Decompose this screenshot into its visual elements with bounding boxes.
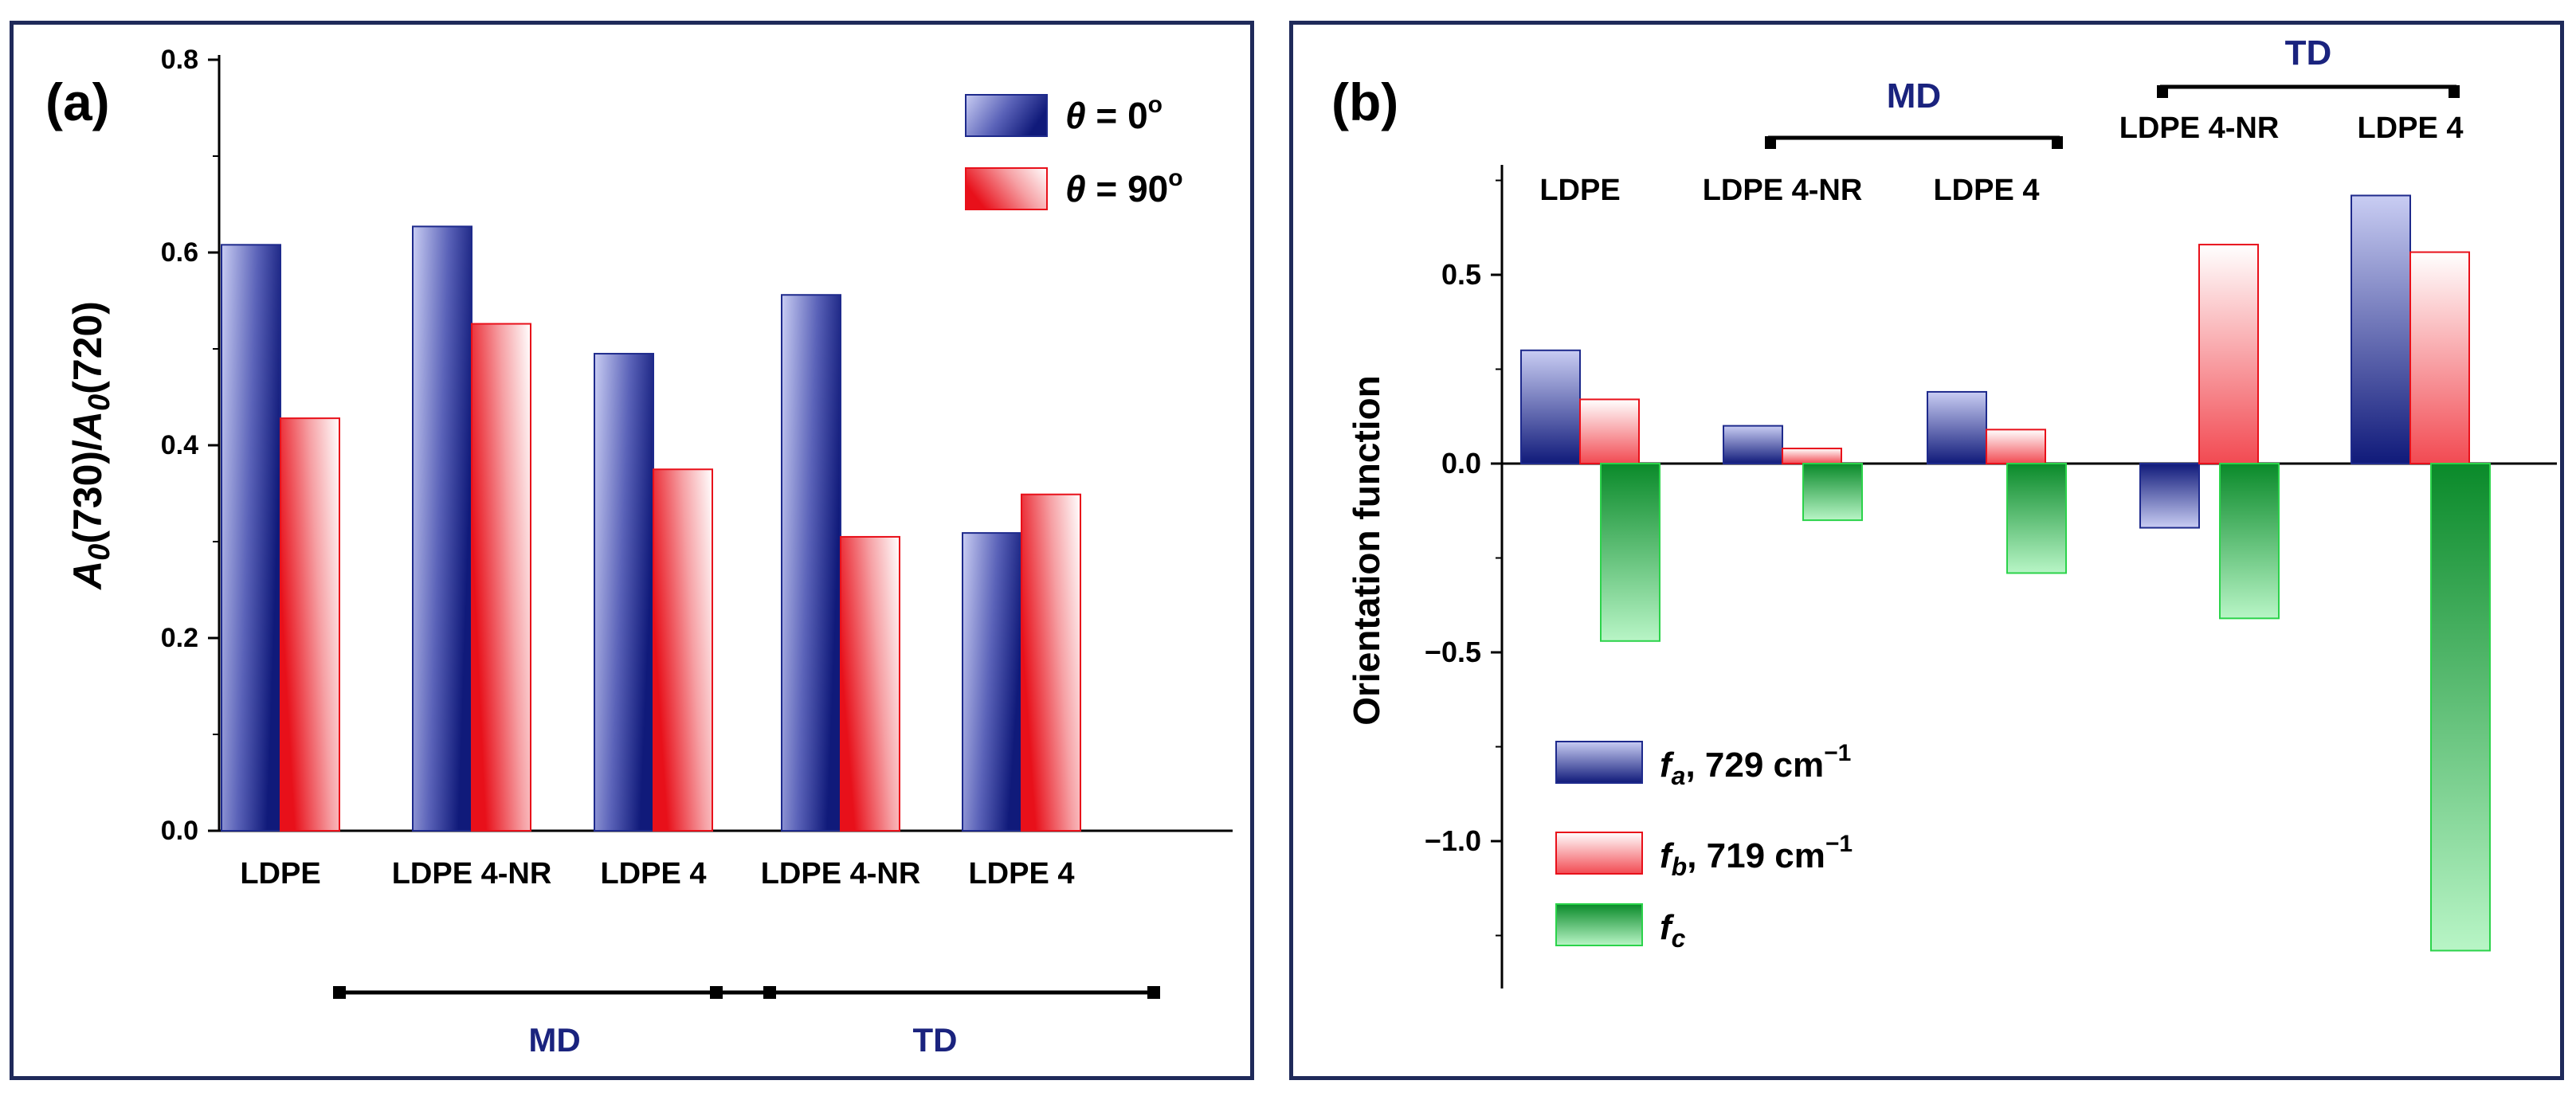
x-tick-label-b: LDPE 4-NR bbox=[2119, 112, 2280, 145]
chart-a: (a) 0.0 0.2 0.4 0.6 0.8 A0(730)/A0(720) LDPE LD… bbox=[45, 45, 1233, 1059]
bar-b-s2-c1 bbox=[1802, 463, 1863, 522]
panel-label-b: (b) bbox=[1331, 72, 1398, 131]
x-tick-label-b: LDPE bbox=[1539, 174, 1620, 207]
bar-b-s2-c3 bbox=[2219, 463, 2280, 620]
legend-label-b-2: fc bbox=[1660, 908, 1686, 953]
bar-b-s1-c2 bbox=[1986, 429, 2046, 464]
y-tick-label-a: 0.4 bbox=[161, 430, 198, 460]
y-tick-label-b: −0.5 bbox=[1425, 636, 1481, 668]
bar-b-s1-c4 bbox=[2409, 251, 2470, 464]
y-tick-label-a: 0.6 bbox=[161, 237, 198, 268]
y-tick-label-a: 0.2 bbox=[161, 623, 198, 653]
bar-a-s0-c0 bbox=[221, 244, 281, 832]
group-label-a-1: TD bbox=[913, 1021, 958, 1059]
group-bracket-end-a bbox=[1147, 986, 1160, 999]
bar-b-s0-c0 bbox=[1520, 349, 1581, 464]
legend-swatch-a-1 bbox=[965, 167, 1048, 210]
y-tick-label-b: 0.5 bbox=[1441, 258, 1481, 291]
y-tick-label-b: 0.0 bbox=[1441, 447, 1481, 480]
bar-b-s2-c2 bbox=[2006, 463, 2067, 574]
group-label-b-1: TD bbox=[2285, 33, 2332, 72]
panel-label-a: (a) bbox=[45, 72, 110, 131]
bar-b-s2-c0 bbox=[1600, 463, 1660, 642]
legend-swatch-b-1 bbox=[1555, 832, 1643, 875]
group-bracket-end-b bbox=[2449, 85, 2460, 98]
y-tick-label-a: 0.8 bbox=[161, 45, 198, 75]
legend-swatch-b-2 bbox=[1555, 903, 1643, 946]
bar-a-s0-c3 bbox=[781, 294, 841, 832]
bar-a-s0-c1 bbox=[412, 225, 472, 832]
bar-a-s1-c1 bbox=[471, 323, 531, 832]
bar-b-s1-c0 bbox=[1579, 398, 1640, 465]
bar-b-s0-c1 bbox=[1723, 425, 1783, 465]
panel-b: (b) −1.0 −0.5 0.0 0.5 Orientation function LD… bbox=[1289, 21, 2564, 1080]
x-tick-label-a: LDPE 4 bbox=[600, 857, 706, 891]
x-tick-label-b: LDPE 4 bbox=[1933, 174, 2039, 207]
legend-swatch-b-0 bbox=[1555, 741, 1643, 784]
bar-a-s1-c0 bbox=[280, 417, 340, 832]
x-tick-label-a: LDPE 4-NR bbox=[761, 857, 921, 891]
bar-b-s2-c4 bbox=[2430, 463, 2491, 952]
group-bracket-end-b bbox=[2157, 85, 2168, 98]
legend-label-a-1: θ = 90o bbox=[1065, 165, 1183, 209]
group-label-b-0: MD bbox=[1887, 76, 1941, 115]
group-bracket-end-b bbox=[2052, 136, 2063, 149]
chart-b: (b) −1.0 −0.5 0.0 0.5 Orientation function LD… bbox=[1331, 33, 2557, 988]
bar-a-s0-c4 bbox=[962, 532, 1022, 832]
x-tick-label-a: LDPE 4 bbox=[968, 857, 1074, 891]
bar-b-s0-c2 bbox=[1927, 390, 1987, 464]
bar-a-s1-c4 bbox=[1021, 493, 1081, 832]
legend-swatch-a-0 bbox=[965, 94, 1048, 137]
legend-label-b-1: fb, 719 cm−1 bbox=[1660, 831, 1853, 881]
x-tick-label-a: LDPE bbox=[240, 857, 320, 891]
y-axis-label-b: Orientation function bbox=[1346, 375, 1387, 726]
group-label-a-0: MD bbox=[528, 1021, 580, 1059]
bar-a-s1-c2 bbox=[653, 468, 713, 832]
y-axis-label-a: A0(730)/A0(720) bbox=[65, 301, 116, 591]
bar-a-s1-c3 bbox=[840, 535, 900, 832]
panel-a: (a) 0.0 0.2 0.4 0.6 0.8 A0(730)/A0(720) LDPE LD… bbox=[10, 21, 1254, 1080]
y-tick-label-a: 0.0 bbox=[161, 816, 198, 846]
x-tick-label-b: LDPE 4 bbox=[2357, 112, 2463, 145]
bar-b-s1-c3 bbox=[2198, 244, 2259, 464]
x-tick-label-a: LDPE 4-NR bbox=[392, 857, 552, 891]
legend-label-b-0: fa, 729 cm−1 bbox=[1660, 740, 1851, 790]
y-tick-label-b: −1.0 bbox=[1425, 824, 1481, 857]
bar-a-s0-c2 bbox=[594, 353, 654, 832]
legend-label-a-0: θ = 0o bbox=[1065, 92, 1163, 136]
bar-b-s0-c4 bbox=[2351, 194, 2411, 465]
bar-b-s0-c3 bbox=[2139, 463, 2200, 529]
group-bracket-end-a bbox=[333, 986, 346, 999]
bar-b-s1-c1 bbox=[1782, 448, 1842, 464]
group-bracket-end-b bbox=[1765, 136, 1776, 149]
x-tick-label-b: LDPE 4-NR bbox=[1703, 174, 1863, 207]
group-bracket-end-a bbox=[710, 986, 723, 999]
